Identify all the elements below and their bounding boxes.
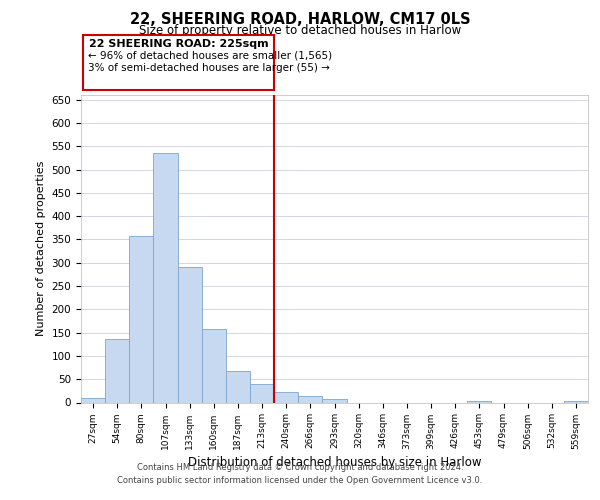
Bar bbox=[274, 392, 298, 402]
Text: ← 96% of detached houses are smaller (1,565): ← 96% of detached houses are smaller (1,… bbox=[88, 51, 332, 61]
Text: Contains HM Land Registry data © Crown copyright and database right 2024.: Contains HM Land Registry data © Crown c… bbox=[137, 462, 463, 471]
Bar bbox=[105, 338, 129, 402]
Bar bbox=[154, 153, 178, 402]
Y-axis label: Number of detached properties: Number of detached properties bbox=[36, 161, 46, 336]
Bar bbox=[467, 401, 491, 402]
Text: 22, SHEERING ROAD, HARLOW, CM17 0LS: 22, SHEERING ROAD, HARLOW, CM17 0LS bbox=[130, 12, 470, 28]
Text: Size of property relative to detached houses in Harlow: Size of property relative to detached ho… bbox=[139, 24, 461, 37]
Text: 3% of semi-detached houses are larger (55) →: 3% of semi-detached houses are larger (5… bbox=[88, 63, 329, 73]
Bar bbox=[298, 396, 322, 402]
Bar bbox=[322, 399, 347, 402]
Bar bbox=[202, 329, 226, 402]
Bar bbox=[250, 384, 274, 402]
Text: 22 SHEERING ROAD: 225sqm: 22 SHEERING ROAD: 225sqm bbox=[89, 39, 268, 49]
Bar bbox=[564, 401, 588, 402]
Bar bbox=[81, 398, 105, 402]
Text: Contains public sector information licensed under the Open Government Licence v3: Contains public sector information licen… bbox=[118, 476, 482, 485]
X-axis label: Distribution of detached houses by size in Harlow: Distribution of detached houses by size … bbox=[188, 456, 481, 468]
Bar bbox=[129, 236, 154, 402]
Bar bbox=[178, 267, 202, 402]
Bar bbox=[226, 372, 250, 402]
